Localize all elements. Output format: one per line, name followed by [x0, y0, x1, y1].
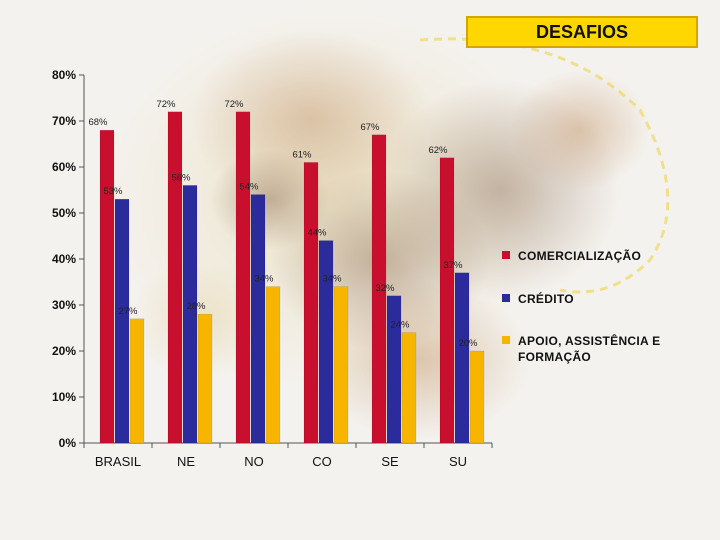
x-category-label: SE	[381, 454, 399, 469]
y-tick-label: 60%	[52, 160, 76, 174]
x-category-label: SU	[449, 454, 467, 469]
data-label: 27%	[118, 306, 138, 317]
bar-apoio-brasil	[129, 318, 145, 444]
legend-label-comercializacao: COMERCIALIZAÇÃO	[518, 249, 642, 263]
bar-credito-no	[250, 194, 266, 444]
slide-title: DESAFIOS	[466, 16, 698, 48]
bar-credito-se	[386, 295, 402, 444]
x-category-label: NE	[177, 454, 195, 469]
bar-apoio-no	[265, 286, 281, 444]
y-tick-label: 30%	[52, 298, 76, 312]
x-category-label: BRASIL	[95, 454, 141, 469]
data-label: 62%	[428, 145, 448, 156]
data-label: 28%	[186, 301, 206, 312]
y-tick-label: 50%	[52, 206, 76, 220]
y-tick-label: 80%	[52, 68, 76, 82]
data-label: 32%	[375, 283, 395, 294]
legend-item-comercializacao: COMERCIALIZAÇÃO	[502, 248, 693, 264]
data-label: 20%	[458, 338, 478, 349]
y-tick-label: 10%	[52, 390, 76, 404]
bar-apoio-co	[333, 286, 349, 444]
bar-credito-su	[454, 272, 470, 444]
y-tick-label: 20%	[52, 344, 76, 358]
data-label: 53%	[103, 186, 123, 197]
x-category-label: CO	[312, 454, 332, 469]
data-label: 34%	[322, 274, 342, 285]
data-label: 37%	[443, 260, 463, 271]
bar-credito-brasil	[114, 198, 130, 444]
data-label: 72%	[156, 99, 176, 110]
data-label: 24%	[390, 320, 410, 331]
legend-swatch-comercializacao	[502, 251, 510, 259]
bar-comercializacao-ne	[167, 111, 183, 444]
y-tick-label: 70%	[52, 114, 76, 128]
legend-item-apoio: APOIO, ASSISTÊNCIA E FORMAÇÃO	[502, 333, 693, 365]
data-label: 56%	[171, 172, 191, 183]
data-label: 54%	[239, 182, 259, 193]
slide-title-text: DESAFIOS	[535, 21, 628, 42]
data-label: 61%	[292, 149, 312, 160]
bar-apoio-su	[469, 350, 485, 444]
bar-apoio-ne	[197, 313, 213, 444]
data-label: 44%	[307, 228, 327, 239]
legend-swatch-apoio	[502, 336, 510, 344]
legend-label-apoio: APOIO, ASSISTÊNCIA E FORMAÇÃO	[518, 334, 661, 364]
legend-swatch-credito	[502, 294, 510, 302]
y-tick-label: 0%	[59, 436, 77, 450]
y-tick-label: 40%	[52, 252, 76, 266]
bar-comercializacao-se	[371, 134, 387, 444]
legend-item-credito: CRÉDITO	[502, 291, 693, 307]
data-label: 68%	[88, 117, 108, 128]
bar-comercializacao-brasil	[99, 129, 115, 444]
data-label: 34%	[254, 274, 274, 285]
bar-comercializacao-co	[303, 162, 319, 444]
bar-apoio-se	[401, 332, 417, 444]
x-category-label: NO	[244, 454, 264, 469]
legend-label-credito: CRÉDITO	[518, 292, 574, 306]
bar-credito-ne	[182, 185, 198, 444]
data-label: 67%	[360, 122, 380, 133]
bar-comercializacao-su	[439, 157, 455, 444]
bar-credito-co	[318, 240, 334, 444]
data-label: 72%	[224, 99, 244, 110]
bar-comercializacao-no	[235, 111, 251, 444]
